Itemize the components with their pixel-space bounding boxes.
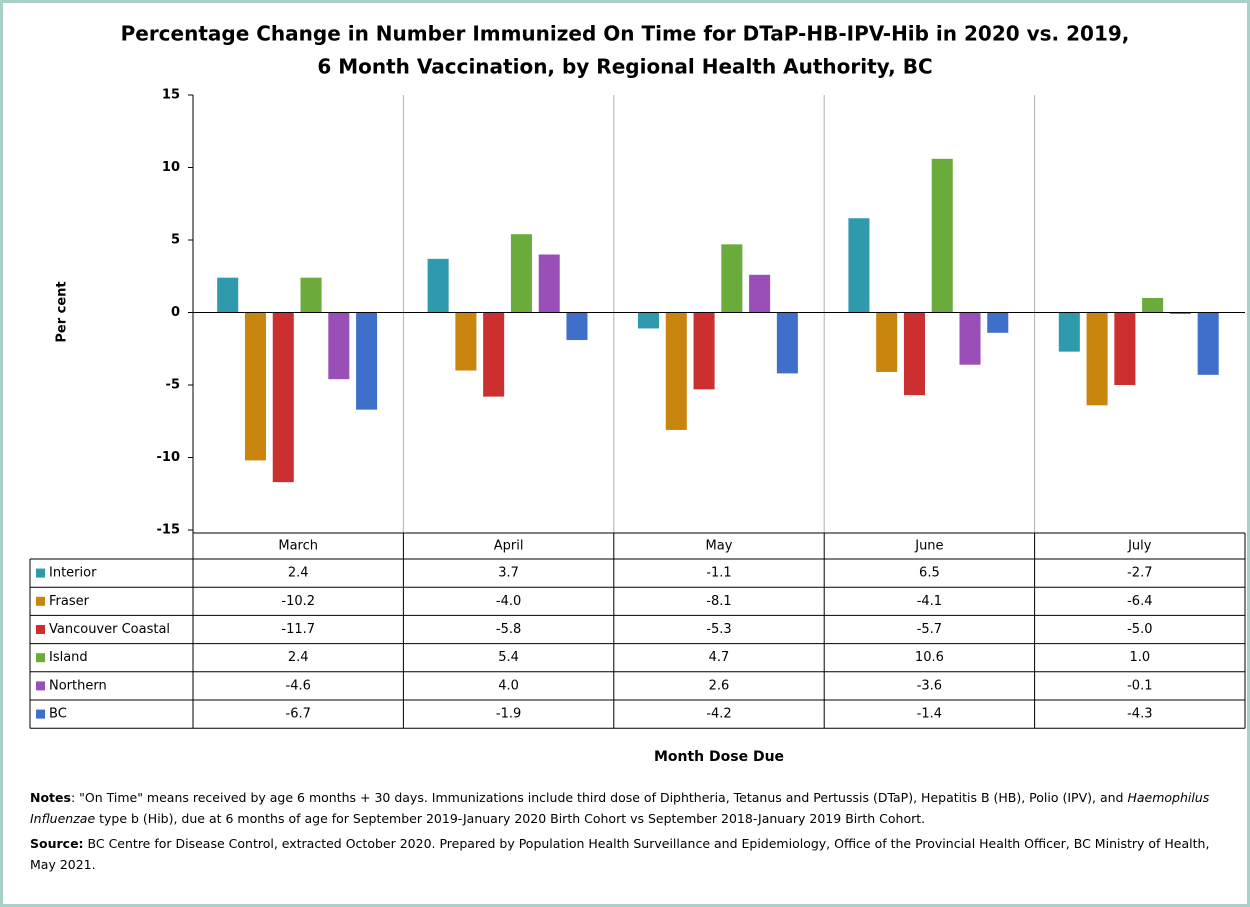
table-cell: 1.0 xyxy=(1129,650,1150,665)
table-cell: 6.5 xyxy=(919,566,940,581)
bar xyxy=(566,312,588,341)
bar xyxy=(903,312,925,396)
source-paragraph: Source: BC Centre for Disease Control, e… xyxy=(30,833,1235,875)
bar xyxy=(721,244,743,313)
chart-title: Percentage Change in Number Immunized On… xyxy=(121,22,1130,46)
bar xyxy=(776,312,798,374)
legend-label: Vancouver Coastal xyxy=(49,622,170,637)
table-cell: -4.3 xyxy=(1127,707,1152,722)
bar xyxy=(328,312,350,380)
source-label: Source: xyxy=(30,836,84,851)
chart-title: 6 Month Vaccination, by Regional Health … xyxy=(317,55,932,79)
table-cell: -10.2 xyxy=(281,594,315,609)
x-tick-label: March xyxy=(278,539,318,554)
table-cell: 10.6 xyxy=(915,650,944,665)
y-axis-label: Per cent xyxy=(55,281,70,342)
table-cell: -5.8 xyxy=(496,622,521,637)
legend-key xyxy=(36,709,45,719)
y-tick-label: 0 xyxy=(171,305,180,320)
bar xyxy=(483,312,505,397)
table-cell: -4.1 xyxy=(917,594,942,609)
table-cell: -6.4 xyxy=(1127,594,1152,609)
bar xyxy=(356,312,378,410)
bar xyxy=(244,312,267,461)
y-tick-label: 5 xyxy=(171,233,180,248)
legend-key xyxy=(36,596,45,606)
bar xyxy=(538,254,560,313)
bar xyxy=(693,312,715,390)
bar xyxy=(510,234,532,313)
bar xyxy=(876,312,898,372)
notes-paragraph: Notes: "On Time" means received by age 6… xyxy=(30,787,1235,829)
legend-label: BC xyxy=(49,707,67,722)
bar xyxy=(1086,312,1108,406)
table-cell: -2.7 xyxy=(1127,566,1152,581)
legend-label: Northern xyxy=(49,678,107,693)
table-cell: -8.1 xyxy=(706,594,731,609)
bar xyxy=(987,312,1009,333)
bar xyxy=(959,312,981,365)
bar xyxy=(217,277,239,313)
bar xyxy=(455,312,477,371)
table-cell: -1.9 xyxy=(496,707,521,722)
bar xyxy=(1114,312,1136,385)
y-tick-label: -10 xyxy=(157,450,181,465)
table-cell: -3.6 xyxy=(917,678,942,693)
bar xyxy=(931,158,953,313)
table-cell: -6.7 xyxy=(286,707,311,722)
source-text: BC Centre for Disease Control, extracted… xyxy=(30,836,1210,872)
bar xyxy=(637,312,660,329)
legend-key xyxy=(36,568,45,578)
x-axis-label: Month Dose Due xyxy=(654,749,784,765)
x-tick-label: July xyxy=(1127,539,1152,554)
legend-label: Fraser xyxy=(49,594,90,609)
table-cell: -5.0 xyxy=(1127,622,1152,637)
notes-text: type b (Hib), due at 6 months of age for… xyxy=(95,811,926,826)
table-cell: -0.1 xyxy=(1127,678,1152,693)
y-tick-label: -5 xyxy=(166,378,180,393)
bar xyxy=(272,312,294,483)
table-cell: 5.4 xyxy=(498,650,519,665)
bar xyxy=(300,277,322,313)
table-cell: -1.4 xyxy=(917,707,942,722)
bar xyxy=(749,274,771,313)
y-tick-label: 10 xyxy=(162,160,180,175)
y-tick-label: 15 xyxy=(162,88,180,103)
legend-key xyxy=(36,653,45,663)
x-tick-label: June xyxy=(914,539,943,554)
table-cell: -11.7 xyxy=(281,622,315,637)
legend-key xyxy=(36,681,45,691)
table-cell: -1.1 xyxy=(706,566,731,581)
table-cell: -4.0 xyxy=(496,594,521,609)
table-cell: 4.0 xyxy=(498,678,519,693)
legend-label: Interior xyxy=(49,566,97,581)
table-cell: -5.3 xyxy=(706,622,731,637)
notes-label: Notes xyxy=(30,790,71,805)
x-tick-label: May xyxy=(706,539,733,554)
bar xyxy=(427,258,449,313)
notes: Notes: "On Time" means received by age 6… xyxy=(30,787,1235,879)
table-cell: 3.7 xyxy=(498,566,519,581)
table-cell: -4.2 xyxy=(706,707,731,722)
x-tick-label: April xyxy=(494,539,524,554)
table-cell: -5.7 xyxy=(917,622,942,637)
bar xyxy=(1197,312,1219,375)
y-tick-label: -15 xyxy=(157,523,181,538)
bar xyxy=(848,218,870,313)
table-cell: 2.6 xyxy=(709,678,730,693)
table-cell: 4.7 xyxy=(709,650,730,665)
notes-italic: Haemophilus Influenzae xyxy=(30,790,1210,826)
bar xyxy=(1169,312,1191,314)
table-cell: -4.6 xyxy=(286,678,311,693)
bar xyxy=(665,312,687,430)
legend-key xyxy=(36,625,45,634)
table-cell: 2.4 xyxy=(288,650,309,665)
table-cell: 2.4 xyxy=(288,566,309,581)
bar xyxy=(1058,312,1080,352)
notes-text: : "On Time" means received by age 6 mont… xyxy=(70,790,1128,805)
legend-label: Island xyxy=(49,650,88,665)
bar xyxy=(1142,298,1164,313)
